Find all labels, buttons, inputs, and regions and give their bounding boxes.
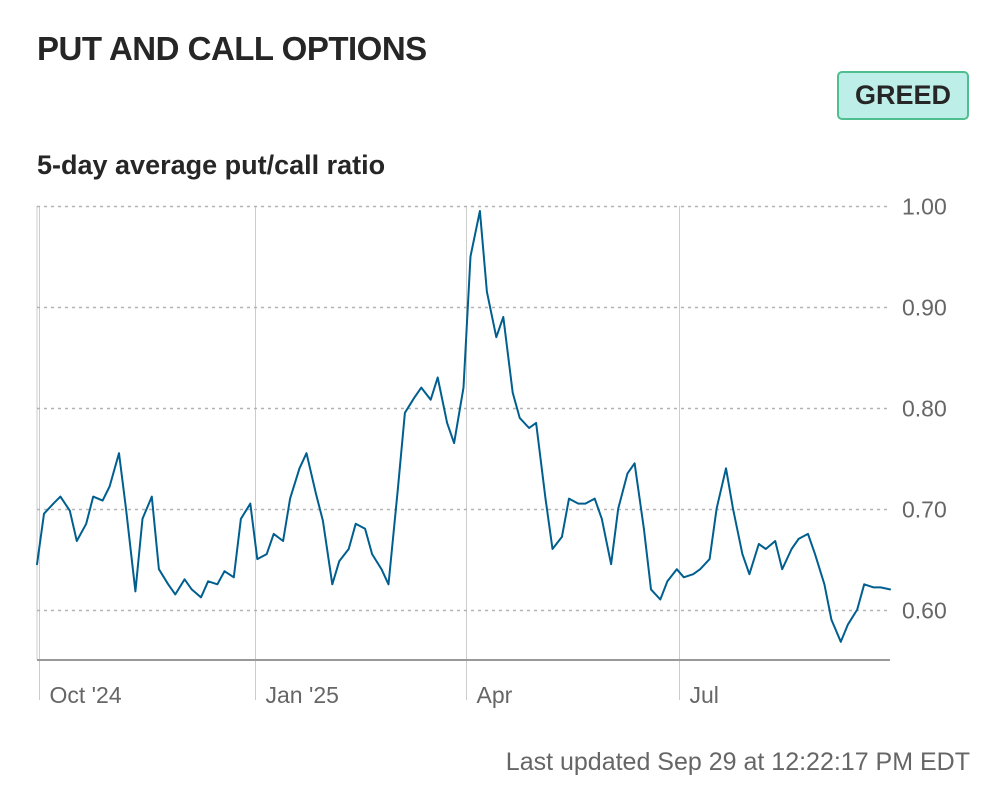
y-tick-label: 0.80 — [902, 396, 947, 422]
chart-subtitle: 5-day average put/call ratio — [37, 150, 386, 180]
x-tick-label: Jul — [690, 682, 719, 708]
x-tick-label: Oct '24 — [50, 682, 122, 708]
axis-layer: Oct '24 Jan '25 Apr Jul 1.00 0.90 0.80 0.70 0.60 — [50, 194, 947, 709]
y-tick-label: 0.60 — [902, 598, 947, 624]
x-tick-label: Apr — [477, 682, 513, 708]
y-tick-label: 0.70 — [902, 497, 947, 523]
put-call-ratio-line — [36, 210, 891, 643]
status-badge: GREED — [837, 71, 969, 120]
y-tick-label: 1.00 — [902, 194, 947, 220]
y-tick-label: 0.90 — [902, 295, 947, 321]
series-layer — [36, 210, 891, 643]
chart-title: PUT AND CALL OPTIONS — [37, 30, 427, 67]
x-tick-label: Jan '25 — [266, 682, 339, 708]
grid-layer — [36, 205, 890, 700]
last-updated-text: Last updated Sep 29 at 12:22:17 PM EDT — [505, 748, 970, 776]
